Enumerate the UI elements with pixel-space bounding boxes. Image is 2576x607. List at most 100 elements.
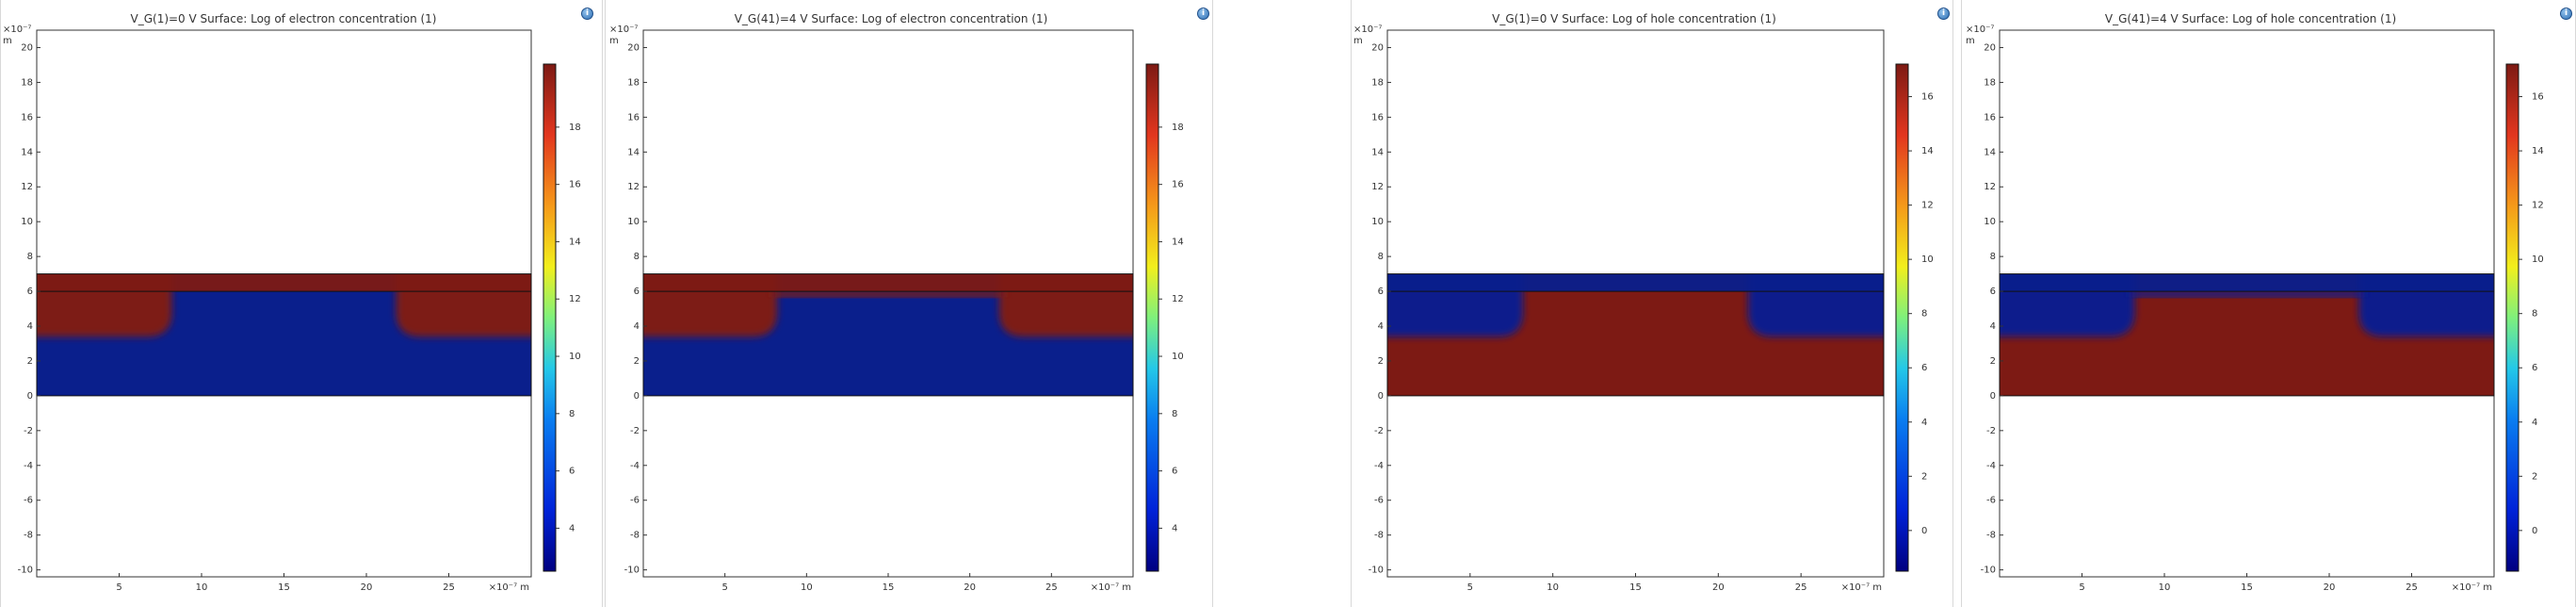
y-tick-label: 10	[627, 217, 640, 227]
y-tick-label: 12	[1371, 182, 1384, 192]
y-tick-label: 18	[1371, 77, 1384, 88]
y-tick-label: 6	[27, 287, 33, 297]
y-tick-label: -4	[24, 461, 33, 471]
y-tick-label: 8	[634, 252, 640, 262]
colorbar-tick-label: 14	[2532, 146, 2544, 156]
y-tick-label: -6	[630, 496, 640, 506]
x-tick-label: 10	[196, 582, 208, 593]
plot-title: V_G(1)=0 V Surface: Log of electron conc…	[131, 12, 437, 25]
colorbar-tick-label: 12	[1921, 201, 1934, 211]
plot-svg: V_G(1)=0 V Surface: Log of hole concentr…	[1353, 12, 1934, 593]
colorbar-tick-label: 18	[569, 123, 581, 133]
y-tick-label: 16	[1371, 112, 1384, 123]
colorbar-tick-label: 10	[2532, 254, 2544, 265]
y-axis-exponent: ×10⁻⁷	[609, 25, 638, 35]
info-icon[interactable]: i	[1197, 8, 1209, 20]
colorbar-tick-label: 6	[1172, 467, 1177, 477]
plot-panel-2: V_G(41)=4 V Surface: Log of electron con…	[605, 0, 1213, 607]
y-tick-label: -10	[18, 566, 33, 576]
y-tick-label: 6	[634, 287, 640, 297]
plot-panel-4: V_G(41)=4 V Surface: Log of hole concent…	[1961, 0, 2576, 607]
y-axis-unit: m	[3, 36, 12, 46]
y-tick-label: 0	[634, 391, 640, 402]
x-tick-label: 10	[2159, 582, 2171, 593]
y-tick-label: -4	[630, 461, 640, 471]
colorbar-tick-label: 12	[1172, 294, 1184, 304]
y-tick-label: 4	[634, 321, 640, 332]
y-tick-label: 18	[21, 77, 33, 88]
device-outline	[1999, 273, 2495, 397]
colorbar-tick-label: 6	[569, 467, 575, 477]
plot-title: V_G(1)=0 V Surface: Log of hole concentr…	[1492, 12, 1776, 25]
plot-title: V_G(41)=4 V Surface: Log of electron con…	[735, 12, 1048, 25]
colorbar	[543, 63, 557, 572]
y-axis-unit: m	[1353, 36, 1363, 46]
colorbar-tick-label: 4	[569, 523, 575, 533]
colorbar-tick-label: 8	[2532, 309, 2537, 320]
colorbar-tick-label: 8	[1172, 409, 1177, 419]
x-axis-unit: ×10⁻⁷ m	[489, 582, 529, 593]
x-tick-label: 20	[1712, 582, 1725, 593]
x-tick-label: 25	[2406, 582, 2418, 593]
y-tick-label: 14	[1984, 147, 1996, 157]
colorbar-tick-label: 14	[1921, 146, 1934, 156]
colorbar-tick-label: 18	[1172, 123, 1184, 133]
y-tick-label: 8	[1378, 252, 1384, 262]
x-tick-label: 15	[1629, 582, 1642, 593]
device-surface	[37, 273, 531, 396]
y-tick-label: -10	[1369, 566, 1384, 576]
device-outline	[642, 273, 1134, 397]
colorbar	[1895, 63, 1909, 572]
x-tick-label: 5	[116, 582, 122, 593]
y-tick-label: 8	[27, 252, 33, 262]
colorbar	[2505, 63, 2519, 572]
y-tick-label: 6	[1378, 287, 1384, 297]
info-icon[interactable]: i	[1937, 8, 1950, 20]
y-tick-label: 10	[1371, 217, 1384, 227]
colorbar-tick-label: 16	[1921, 92, 1934, 103]
y-tick-label: 18	[1984, 77, 1996, 88]
y-axis-exponent: ×10⁻⁷	[3, 25, 31, 35]
info-icon[interactable]: i	[2560, 8, 2572, 20]
colorbar-tick-label: 10	[1921, 254, 1934, 265]
inversion-channel	[2129, 290, 2365, 298]
colorbar-tick-label: 8	[569, 409, 575, 419]
y-tick-label: 16	[627, 112, 640, 123]
y-tick-label: 20	[1984, 42, 1996, 53]
y-tick-label: 4	[1990, 321, 1996, 332]
y-tick-label: 4	[27, 321, 33, 332]
colorbar-tick-label: 10	[1172, 352, 1184, 362]
y-tick-label: 2	[1378, 356, 1384, 367]
info-icon[interactable]: i	[581, 8, 593, 20]
colorbar-tick-label: 4	[1921, 418, 1927, 428]
y-axis-exponent: ×10⁻⁷	[1966, 25, 1994, 35]
y-tick-label: -8	[1986, 531, 1996, 541]
x-tick-label: 5	[1467, 582, 1473, 593]
plot-panel-3: V_G(1)=0 V Surface: Log of hole concentr…	[1351, 0, 1953, 607]
y-tick-label: 10	[1984, 217, 1996, 227]
colorbar-tick-label: 12	[2532, 201, 2544, 211]
plot-title: V_G(41)=4 V Surface: Log of hole concent…	[2105, 12, 2396, 25]
colorbar	[1145, 63, 1159, 572]
y-tick-label: 20	[1371, 42, 1384, 53]
y-tick-label: -2	[630, 426, 640, 436]
plot-svg: V_G(41)=4 V Surface: Log of hole concent…	[1966, 12, 2544, 593]
colorbar-tick-label: 14	[569, 237, 581, 247]
colorbar-tick-label: 16	[1172, 180, 1184, 190]
y-tick-label: -2	[1374, 426, 1384, 436]
y-tick-label: 20	[627, 42, 640, 53]
colorbar-tick-label: 6	[2532, 363, 2537, 373]
y-tick-label: -4	[1374, 461, 1384, 471]
x-tick-label: 10	[1547, 582, 1559, 593]
y-tick-label: 14	[21, 147, 33, 157]
x-tick-label: 20	[2324, 582, 2336, 593]
y-tick-label: 16	[1984, 112, 1996, 123]
colorbar-tick-label: 2	[1921, 471, 1927, 482]
colorbar-tick-label: 10	[569, 352, 581, 362]
colorbar-tick-label: 2	[2532, 471, 2537, 482]
colorbar-tick-label: 16	[569, 180, 581, 190]
inversion-channel	[771, 290, 1005, 298]
y-tick-label: -8	[1374, 531, 1384, 541]
colorbar-tick-label: 4	[1172, 523, 1177, 533]
y-tick-label: 10	[21, 217, 33, 227]
